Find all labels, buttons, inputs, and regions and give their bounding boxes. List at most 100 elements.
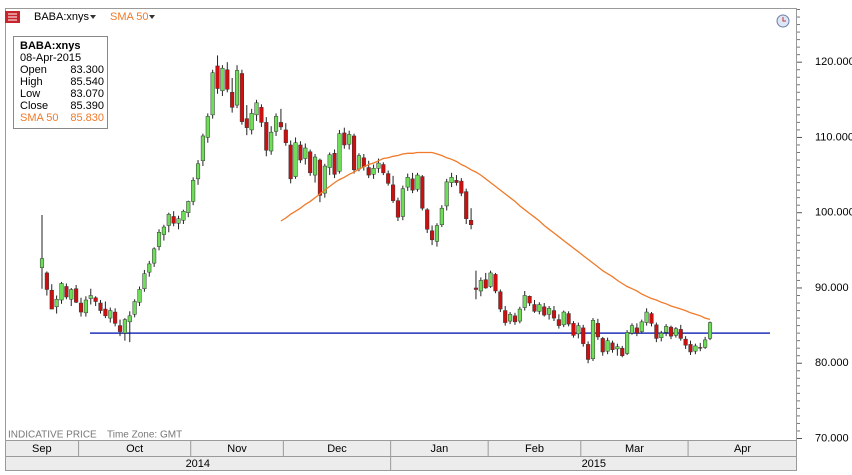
candle-body xyxy=(503,310,508,323)
candle-body xyxy=(152,248,157,264)
candle-body xyxy=(264,122,269,151)
candle-body xyxy=(542,306,547,316)
dropdown-arrow[interactable] xyxy=(149,15,155,19)
y-tick-label: 110.000 xyxy=(815,131,852,143)
candle-body xyxy=(239,73,244,122)
candle-body xyxy=(625,332,630,354)
candle-body xyxy=(571,323,576,336)
candle-body xyxy=(332,153,337,175)
candle-body xyxy=(415,174,420,190)
candle-body xyxy=(561,311,566,326)
candle-body xyxy=(337,133,342,172)
candle-body xyxy=(103,308,108,317)
candle-body xyxy=(244,118,249,128)
candle-body xyxy=(703,339,708,348)
candle-body xyxy=(410,178,415,191)
candle-body xyxy=(707,322,713,339)
y-tick-label: 100.000 xyxy=(815,207,852,219)
candle-body xyxy=(654,324,659,339)
candle-body xyxy=(420,176,425,209)
dropdown-arrow[interactable] xyxy=(90,15,96,19)
candle-body xyxy=(137,289,142,303)
candle-body xyxy=(171,216,176,224)
candle-body xyxy=(74,288,79,303)
candle-body xyxy=(205,116,210,138)
candle-body xyxy=(532,304,537,312)
x-tick-label: Jan xyxy=(431,443,449,455)
candle-body xyxy=(117,325,123,332)
candle-body xyxy=(347,134,352,145)
y-tick-label: 70.000 xyxy=(815,432,849,444)
candle-body xyxy=(459,180,464,194)
candle-body xyxy=(610,342,615,350)
candle-body xyxy=(147,263,152,273)
candle-body xyxy=(449,177,454,183)
month-row xyxy=(5,440,797,457)
y-tick-label: 120.000 xyxy=(815,56,852,68)
x-tick-label: Apr xyxy=(734,443,751,455)
candle-body xyxy=(39,258,45,268)
candle-body xyxy=(327,154,332,168)
candle-body xyxy=(269,131,274,152)
info-label: Open xyxy=(20,64,47,76)
candle-body xyxy=(64,286,69,298)
indicator-selector[interactable]: SMA 50 xyxy=(110,11,149,23)
candle-body xyxy=(590,320,596,359)
candle-body xyxy=(600,338,605,353)
candle-body xyxy=(313,156,318,176)
candle-body xyxy=(547,308,552,315)
candle-body xyxy=(551,310,557,319)
candle-body xyxy=(366,167,371,176)
candle-body xyxy=(88,295,93,299)
candle-body xyxy=(395,200,400,218)
cfd-icon-lines xyxy=(8,13,17,21)
candle-body xyxy=(54,299,59,308)
info-box-frame xyxy=(13,36,108,129)
candle-body xyxy=(298,144,303,161)
candle-body xyxy=(678,329,683,339)
symbol-selector[interactable]: BABA:xnys xyxy=(34,11,90,23)
candle-body xyxy=(352,135,357,171)
candle-body xyxy=(127,315,132,323)
candle-body xyxy=(629,325,635,334)
candle-body xyxy=(644,311,649,323)
candle-body xyxy=(273,116,279,132)
candle-body xyxy=(210,72,215,116)
candle-body xyxy=(234,70,240,106)
candle-body xyxy=(371,168,376,175)
candle-body xyxy=(288,144,293,180)
candle-body xyxy=(698,347,703,349)
candle-body xyxy=(98,302,103,311)
candle-body xyxy=(69,289,74,300)
candle-body xyxy=(259,107,264,123)
candle-body xyxy=(605,340,610,352)
candle-body xyxy=(508,314,513,322)
candle-body xyxy=(639,321,644,332)
candle-body xyxy=(49,289,54,310)
x-tick-label: Oct xyxy=(126,443,143,455)
candles xyxy=(39,55,713,364)
candle-body xyxy=(83,299,88,314)
candle-body xyxy=(683,338,688,346)
candle-body xyxy=(191,180,196,202)
candle-body xyxy=(181,210,186,221)
candle-body xyxy=(215,65,220,89)
x-tick-label: 2015 xyxy=(582,458,606,470)
note: INDICATIVE PRICE xyxy=(8,430,97,441)
candle-body xyxy=(391,184,396,201)
candle-body xyxy=(425,209,430,230)
candle-body xyxy=(620,347,625,356)
candle-body xyxy=(595,323,600,338)
candle-body xyxy=(230,92,235,108)
candle-body xyxy=(649,313,654,324)
candle-body xyxy=(176,218,181,224)
candle-body xyxy=(483,279,488,289)
info-value: 83.070 xyxy=(70,88,104,100)
candle-body xyxy=(195,163,201,180)
candle-body xyxy=(586,344,591,360)
candle-body xyxy=(498,291,503,310)
candle-body xyxy=(376,162,381,169)
candle-body xyxy=(522,295,527,308)
candle-body xyxy=(132,301,137,315)
